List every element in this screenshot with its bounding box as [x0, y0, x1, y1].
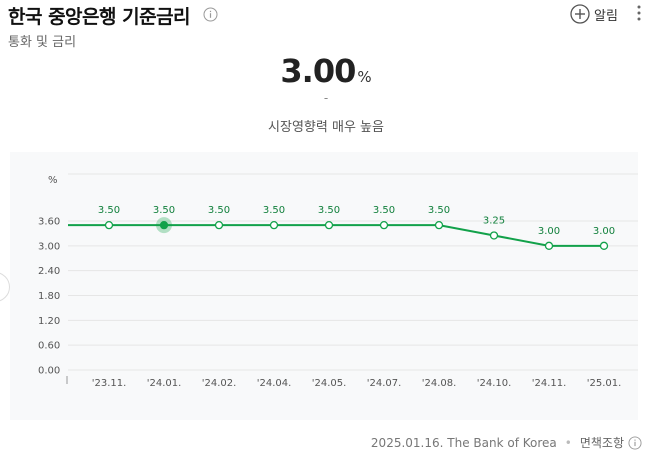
data-point: [544, 241, 554, 250]
page-title: 한국 중앙은행 기준금리: [8, 6, 191, 28]
data-label: 3.50: [428, 205, 450, 216]
data-point: [324, 220, 334, 230]
y-tick-label: 3.00: [38, 241, 60, 252]
x-tick-label: '24.11.: [532, 378, 567, 389]
data-label: 3.00: [593, 226, 615, 237]
alarm-label: 알림: [594, 8, 618, 24]
y-tick-label: 1.20: [38, 316, 60, 327]
data-point: [159, 220, 169, 230]
y-tick-label: 0.00: [38, 366, 60, 377]
y-tick-label: 2.40: [38, 266, 60, 277]
data-label: 3.25: [483, 215, 505, 226]
data-point: [269, 220, 279, 230]
data-label: 3.50: [208, 205, 230, 216]
current-rate: 3.00%: [0, 52, 652, 90]
data-label: 3.50: [263, 205, 285, 216]
series-line: [68, 224, 604, 247]
x-tick-label: '24.07.: [367, 378, 402, 389]
x-tick-label: '24.08.: [422, 378, 457, 389]
y-tick-label: 1.80: [38, 291, 60, 302]
data-point: [599, 241, 609, 250]
footer: 2025.01.16. The Bank of Korea • 면책조항: [371, 434, 642, 451]
x-tick-label: '23.11.: [92, 378, 127, 389]
x-tick-label: '24.05.: [312, 378, 347, 389]
chart-area[interactable]: % 3.60 3.00 2.40 1.80 1.20 0.60 0.00 '23.11. '24.…: [10, 152, 638, 420]
y-axis-unit: %: [48, 175, 58, 186]
data-point: [379, 220, 389, 230]
more-options-icon[interactable]: [636, 4, 642, 22]
data-label: 3.50: [153, 205, 175, 216]
x-tick-label: '24.02.: [202, 378, 237, 389]
data-label: 3.50: [98, 205, 120, 216]
data-point: [489, 231, 499, 240]
x-tick-label: '24.01.: [147, 378, 182, 389]
alarm-button[interactable]: 알림: [570, 3, 618, 25]
rate-change: -: [323, 91, 329, 105]
separator-dot: •: [564, 435, 572, 450]
info-icon[interactable]: [203, 7, 218, 22]
plus-icon: [570, 4, 590, 24]
data-label: 3.50: [373, 205, 395, 216]
y-tick-label: 0.60: [38, 341, 60, 352]
rate-line-chart[interactable]: % 3.60 3.00 2.40 1.80 1.20 0.60 0.00 '23.11. '24.…: [10, 152, 638, 420]
data-point: [214, 220, 224, 230]
x-tick-label: '24.10.: [477, 378, 512, 389]
x-tick-label: '24.04.: [257, 378, 292, 389]
data-label: 3.00: [538, 226, 560, 237]
info-icon[interactable]: [628, 435, 642, 450]
source-text: 2025.01.16. The Bank of Korea: [370, 435, 557, 450]
disclaimer-link[interactable]: 면책조항: [579, 436, 624, 450]
data-label: 3.50: [318, 205, 340, 216]
x-tick-label: '25.01.: [587, 378, 622, 389]
category-subtitle: 통화 및 금리: [8, 35, 77, 50]
scroll-left-handle[interactable]: [0, 272, 10, 302]
rate-value: 3.00: [280, 52, 356, 90]
data-point: [434, 220, 444, 230]
data-point: [104, 220, 114, 230]
rate-unit: %: [357, 68, 372, 86]
market-impact: 시장영향력 매우 높음: [268, 120, 384, 135]
y-tick-label: 3.60: [38, 217, 60, 228]
